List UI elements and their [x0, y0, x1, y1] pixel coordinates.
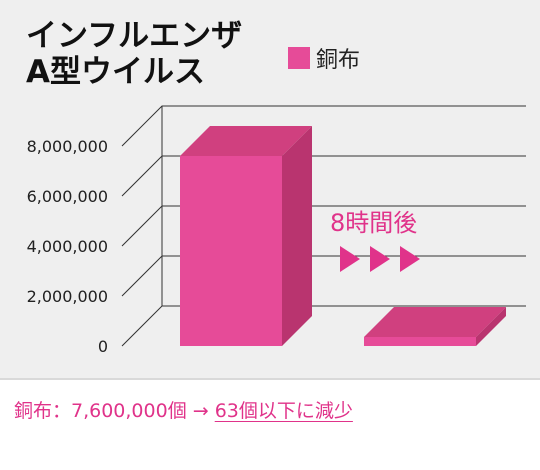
caption-underlined: 63個以下に減少	[214, 400, 353, 422]
y-tick-label: 8,000,000	[27, 137, 108, 156]
bar-layer	[180, 126, 506, 346]
annotation-label: 8時間後	[330, 209, 417, 237]
y-tick-label: 6,000,000	[27, 187, 108, 206]
annotation-arrow	[370, 246, 390, 272]
bar-side-face	[476, 307, 506, 346]
bar-front-face	[180, 156, 282, 346]
legend-label: 銅布	[316, 48, 361, 73]
bar-side-face	[282, 126, 312, 346]
bar	[364, 307, 506, 346]
bar-top-face	[364, 307, 506, 337]
annotation-arrow	[400, 246, 420, 272]
bar	[180, 126, 312, 346]
y-tick-label: 2,000,000	[27, 287, 108, 306]
annotation-arrow	[340, 246, 360, 272]
legend-swatch	[288, 47, 310, 69]
chart-legend: 銅布	[288, 42, 360, 74]
caption-prefix: 銅布：7,600,000個 →	[14, 400, 215, 422]
y-tick-label: 0	[98, 337, 108, 356]
bar-top-face	[180, 126, 312, 156]
chart-title-line-1: インフルエンザ	[26, 18, 243, 54]
caption-text: 銅布：7,600,000個 → 63個以下に減少	[14, 396, 353, 423]
chart-title: インフルエンザ A型ウイルス	[26, 18, 242, 90]
y-tick-labels: 0 2,000,000 4,000,000 6,000,000 8,000,000	[27, 137, 108, 356]
bar-front-face	[364, 337, 476, 346]
bar-chart-svg: 0 2,000,000 4,000,000 6,000,000 8,000,000 8時…	[27, 105, 526, 356]
y-tick-label: 4,000,000	[27, 237, 108, 256]
gridline	[121, 105, 526, 147]
chart-title-line-2: A型ウイルス	[26, 54, 205, 90]
grid-layer	[121, 105, 526, 347]
annotation-layer: 8時間後	[330, 209, 420, 272]
